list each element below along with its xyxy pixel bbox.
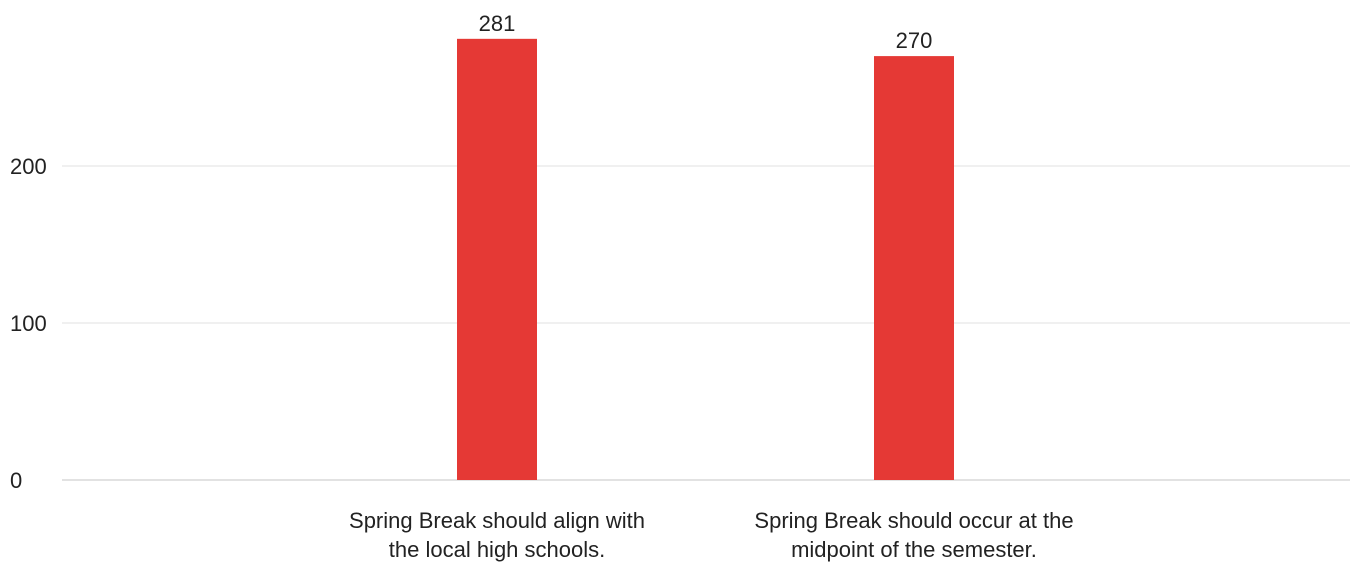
y-axis-ticks: 0 100 200 — [10, 154, 47, 493]
y-tick-label: 0 — [10, 468, 22, 493]
x-tick-label-line: midpoint of the semester. — [791, 537, 1037, 562]
y-tick-label: 100 — [10, 311, 47, 336]
gridlines — [62, 165, 1350, 481]
x-tick-label: Spring Break should occur at the midpoint… — [754, 508, 1073, 562]
bar — [457, 38, 537, 481]
y-tick-label: 200 — [10, 154, 47, 179]
x-axis-ticks: Spring Break should align with the local … — [349, 508, 1074, 562]
bar-value-label: 270 — [896, 28, 933, 53]
x-tick-label-line: Spring Break should align with — [349, 508, 645, 533]
bar-value-label: 281 — [479, 11, 516, 36]
bar — [874, 56, 954, 480]
x-tick-label-line: Spring Break should occur at the — [754, 508, 1073, 533]
data-labels: 281 270 — [479, 11, 933, 53]
x-tick-label: Spring Break should align with the local … — [349, 508, 645, 562]
x-tick-label-line: the local high schools. — [389, 537, 605, 562]
bars — [457, 38, 954, 481]
